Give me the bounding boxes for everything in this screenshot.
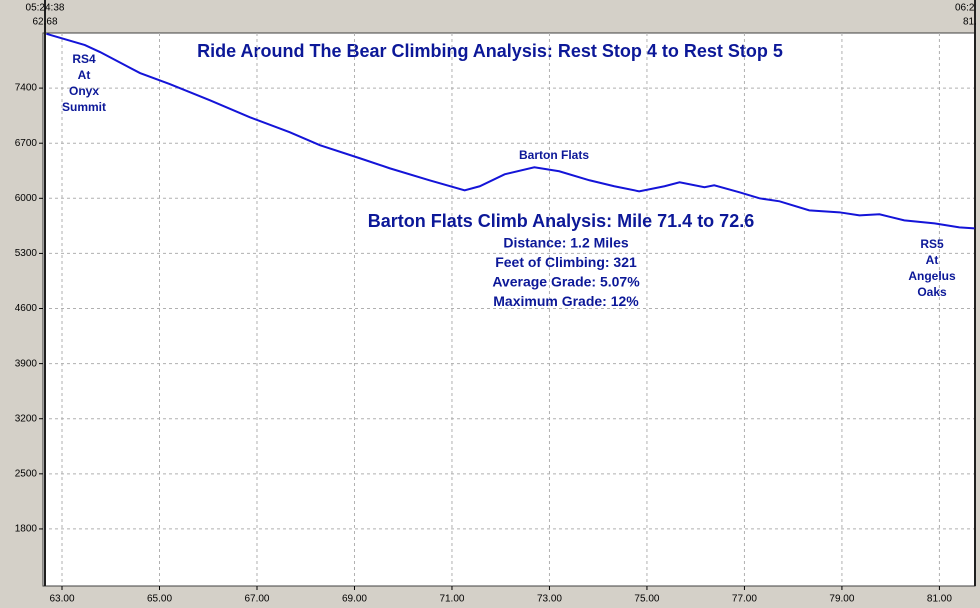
x-tick-label: 63.00 xyxy=(49,594,74,605)
x-tick-label: 71.00 xyxy=(439,594,464,605)
y-tick-label: 1800 xyxy=(15,524,38,535)
chart-title: Ride Around The Bear Climbing Analysis: … xyxy=(197,41,783,61)
x-tick-label: 79.00 xyxy=(829,594,854,605)
plot-area xyxy=(42,32,976,587)
cursor-position: 62.68 xyxy=(32,17,57,28)
x-tick-label: 77.00 xyxy=(732,594,757,605)
annotation: Summit xyxy=(62,100,106,114)
y-tick-label: 3200 xyxy=(15,413,38,424)
x-tick-label: 69.00 xyxy=(342,594,367,605)
x-tick-label: 75.00 xyxy=(634,594,659,605)
y-tick-label: 6700 xyxy=(15,138,38,149)
climb-stat: Distance: 1.2 Miles xyxy=(503,235,628,251)
x-tick-label: 67.00 xyxy=(244,594,269,605)
y-tick-label: 4600 xyxy=(15,303,38,314)
x-tick-label: 73.00 xyxy=(537,594,562,605)
annotation: RS5 xyxy=(920,237,944,251)
cursor-position: 81. xyxy=(963,17,977,28)
y-tick-label: 6000 xyxy=(15,193,38,204)
elevation-line xyxy=(46,32,975,230)
cursor-time: 06:2 xyxy=(955,3,975,14)
annotation: Barton Flats xyxy=(519,148,589,162)
climb-title: Barton Flats Climb Analysis: Mile 71.4 t… xyxy=(368,211,754,231)
annotation: At xyxy=(926,253,939,267)
y-tick-label: 7400 xyxy=(15,83,38,94)
y-tick-label: 5300 xyxy=(15,248,38,259)
annotation: RS4 xyxy=(72,52,96,66)
climb-stat: Average Grade: 5.07% xyxy=(492,274,640,290)
y-tick-label: 2500 xyxy=(15,468,38,479)
annotation: At xyxy=(78,68,91,82)
x-tick-label: 81.00 xyxy=(927,594,952,605)
annotation: Oaks xyxy=(917,285,947,299)
y-tick-label: 3900 xyxy=(15,358,38,369)
climb-stat: Maximum Grade: 12% xyxy=(493,293,639,309)
cursor-time: 05:24:38 xyxy=(26,3,65,14)
annotation: Angelus xyxy=(908,269,956,283)
climb-stat: Feet of Climbing: 321 xyxy=(495,254,637,270)
annotation: Onyx xyxy=(69,84,99,98)
x-tick-label: 65.00 xyxy=(147,594,172,605)
